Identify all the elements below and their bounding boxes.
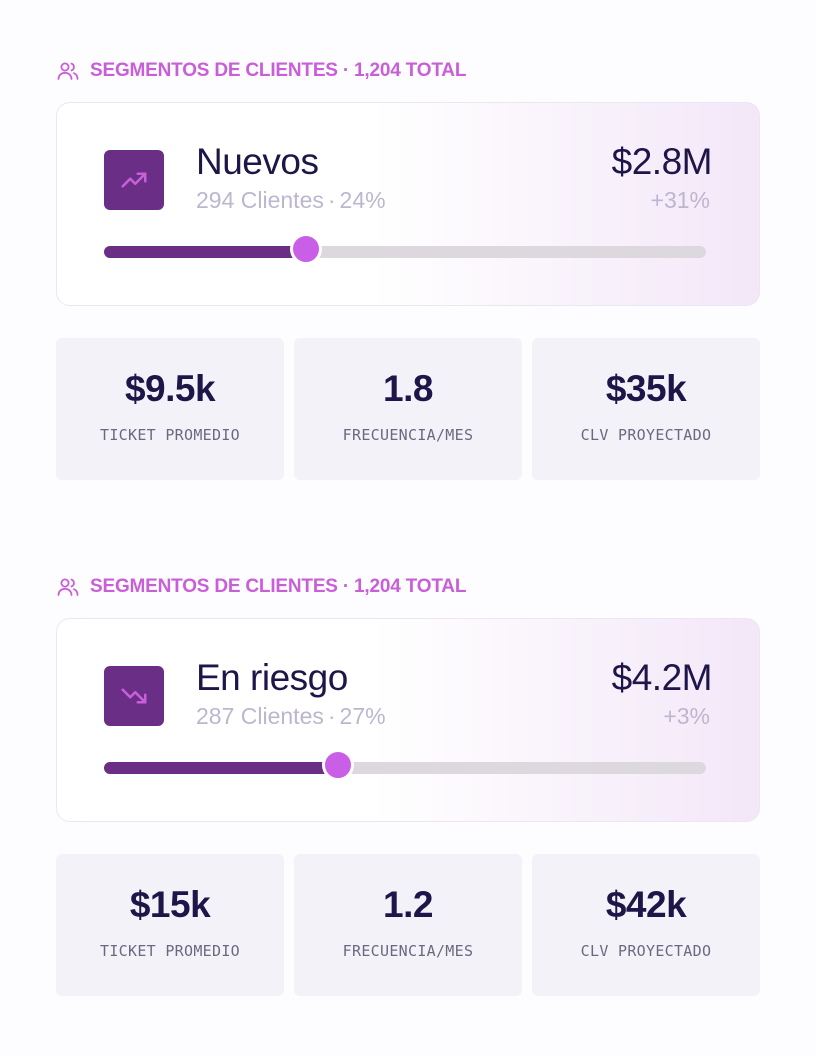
section-header: SEGMENTOS DE CLIENTES · 1,204 TOTAL <box>56 56 760 86</box>
stat-card-clv: $42k CLV PROYECTADO <box>532 854 760 996</box>
segment-section-en-riesgo: SEGMENTOS DE CLIENTES · 1,204 TOTAL En r… <box>56 572 760 996</box>
trending-down-icon <box>104 666 164 726</box>
stat-label: FRECUENCIA/MES <box>342 942 474 960</box>
users-icon <box>56 59 80 83</box>
segment-subtitle: 294 Clientes · 24% <box>196 187 386 213</box>
trending-up-icon <box>104 150 164 210</box>
segment-change: +31% <box>650 187 710 213</box>
slider-fill <box>104 762 339 774</box>
stat-card-clv: $35k CLV PROYECTADO <box>532 338 760 480</box>
stat-card-frequency: 1.8 FRECUENCIA/MES <box>294 338 522 480</box>
segment-slider[interactable] <box>104 233 706 265</box>
stat-label: CLV PROYECTADO <box>580 942 712 960</box>
slider-fill <box>104 246 306 258</box>
stat-card-ticket: $15k TICKET PROMEDIO <box>56 854 284 996</box>
stat-value: $35k <box>605 368 687 409</box>
slider-thumb[interactable] <box>322 749 355 781</box>
users-icon <box>56 575 80 599</box>
segment-share: 27% <box>339 703 386 729</box>
segment-slider[interactable] <box>104 749 706 781</box>
segment-clients: 294 Clientes <box>196 187 324 213</box>
segment-share: 24% <box>339 187 386 213</box>
stat-label: TICKET PROMEDIO <box>100 942 240 960</box>
section-header-label: SEGMENTOS DE CLIENTES · 1,204 TOTAL <box>90 576 467 597</box>
segment-name: Nuevos <box>196 141 319 182</box>
section-header-label: SEGMENTOS DE CLIENTES · 1,204 TOTAL <box>90 60 467 81</box>
segment-subtitle: 287 Clientes · 27% <box>196 703 386 729</box>
stat-value: $9.5k <box>124 368 216 409</box>
stat-value: 1.8 <box>383 368 433 409</box>
segment-card[interactable]: Nuevos 294 Clientes · 24% $2.8M +31% <box>56 102 760 306</box>
stat-value: 1.2 <box>383 884 433 925</box>
segment-value: $2.8M <box>611 141 713 182</box>
section-header: SEGMENTOS DE CLIENTES · 1,204 TOTAL <box>56 572 760 602</box>
segment-card[interactable]: En riesgo 287 Clientes · 27% $4.2M +3% <box>56 618 760 822</box>
segment-stats: $15k TICKET PROMEDIO 1.2 FRECUENCIA/MES … <box>56 854 760 996</box>
segment-value: $4.2M <box>611 657 713 698</box>
stat-card-ticket: $9.5k TICKET PROMEDIO <box>56 338 284 480</box>
stat-value: $42k <box>605 884 687 925</box>
segment-section-nuevos: SEGMENTOS DE CLIENTES · 1,204 TOTAL Nuev… <box>56 56 760 480</box>
segment-clients: 287 Clientes <box>196 703 324 729</box>
segment-name: En riesgo <box>196 657 348 698</box>
stat-label: TICKET PROMEDIO <box>100 426 240 444</box>
segment-change: +3% <box>663 703 710 729</box>
slider-thumb[interactable] <box>289 233 322 265</box>
stat-label: CLV PROYECTADO <box>580 426 712 444</box>
stat-card-frequency: 1.2 FRECUENCIA/MES <box>294 854 522 996</box>
segment-stats: $9.5k TICKET PROMEDIO 1.8 FRECUENCIA/MES… <box>56 338 760 480</box>
stat-value: $15k <box>129 884 211 925</box>
stat-label: FRECUENCIA/MES <box>342 426 474 444</box>
